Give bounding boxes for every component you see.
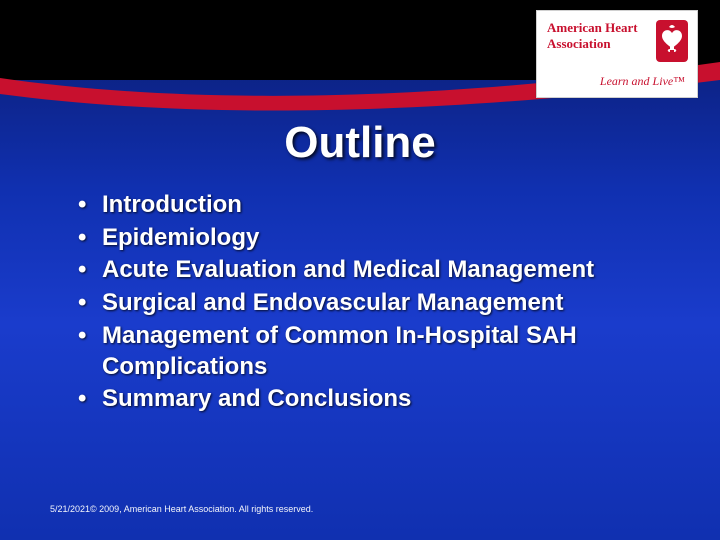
heart-torch-icon xyxy=(655,19,689,63)
logo-tagline: Learn and Live™ xyxy=(600,74,685,89)
footer-copyright: 5/21/2021© 2009, American Heart Associat… xyxy=(50,504,313,514)
slide-title: Outline xyxy=(0,118,720,168)
logo-line-1: American Heart xyxy=(547,21,649,35)
bullet-item: Surgical and Endovascular Management xyxy=(72,288,660,319)
logo-text: American Heart Association xyxy=(547,21,649,51)
bullet-item: Acute Evaluation and Medical Management xyxy=(72,255,660,286)
bullet-item: Summary and Conclusions xyxy=(72,384,660,415)
logo-tm: ™ xyxy=(673,74,685,88)
bullet-list: Introduction Epidemiology Acute Evaluati… xyxy=(72,190,660,417)
aha-logo: American Heart Association Learn and Liv… xyxy=(536,10,698,98)
bullet-item: Management of Common In-Hospital SAH Com… xyxy=(72,321,660,382)
logo-line-2: Association xyxy=(547,37,649,51)
bullet-item: Introduction xyxy=(72,190,660,221)
logo-tagline-text: Learn and Live xyxy=(600,74,673,88)
bullet-item: Epidemiology xyxy=(72,223,660,254)
slide: American Heart Association Learn and Liv… xyxy=(0,0,720,540)
